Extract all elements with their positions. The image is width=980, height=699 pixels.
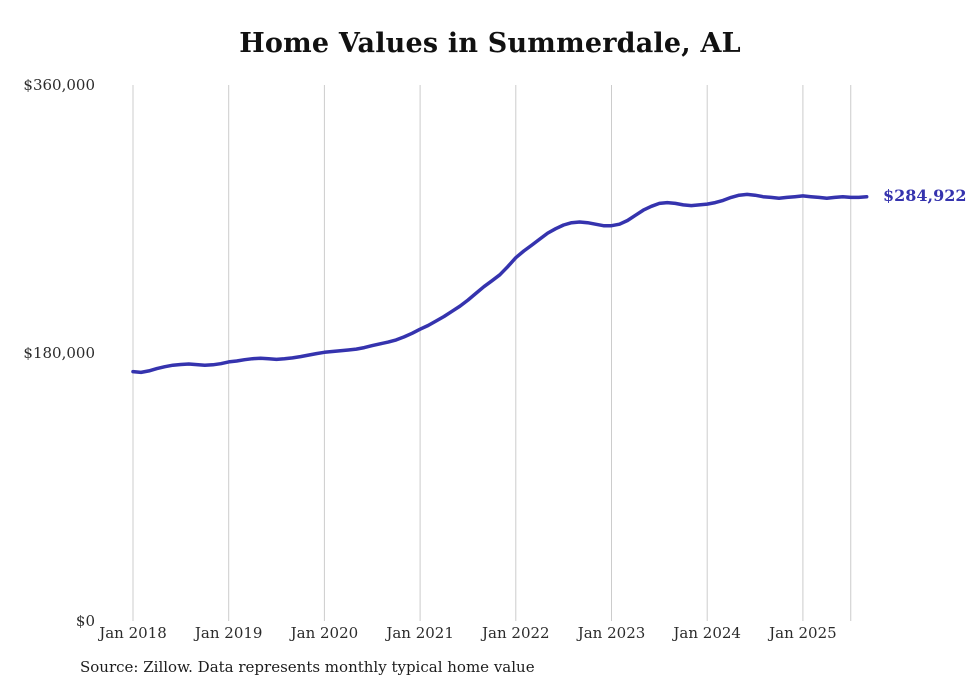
x-tick-label: Jan 2018 — [97, 624, 167, 642]
x-tick-label: Jan 2019 — [193, 624, 263, 642]
current-value-label: $284,922 — [883, 186, 967, 205]
x-tick-label: Jan 2025 — [767, 624, 837, 642]
x-tick-label: Jan 2020 — [289, 624, 359, 642]
y-tick-label: $180,000 — [23, 344, 95, 362]
x-tick-label: Jan 2024 — [671, 624, 741, 642]
x-tick-label: Jan 2023 — [576, 624, 646, 642]
x-tick-label: Jan 2021 — [384, 624, 454, 642]
source-note: Source: Zillow. Data represents monthly … — [80, 658, 535, 676]
y-tick-label: $0 — [76, 612, 95, 630]
y-tick-label: $360,000 — [23, 76, 95, 94]
series-line — [131, 192, 869, 375]
chart-title: Home Values in Summerdale, AL — [239, 28, 741, 59]
x-tick-label: Jan 2022 — [480, 624, 550, 642]
